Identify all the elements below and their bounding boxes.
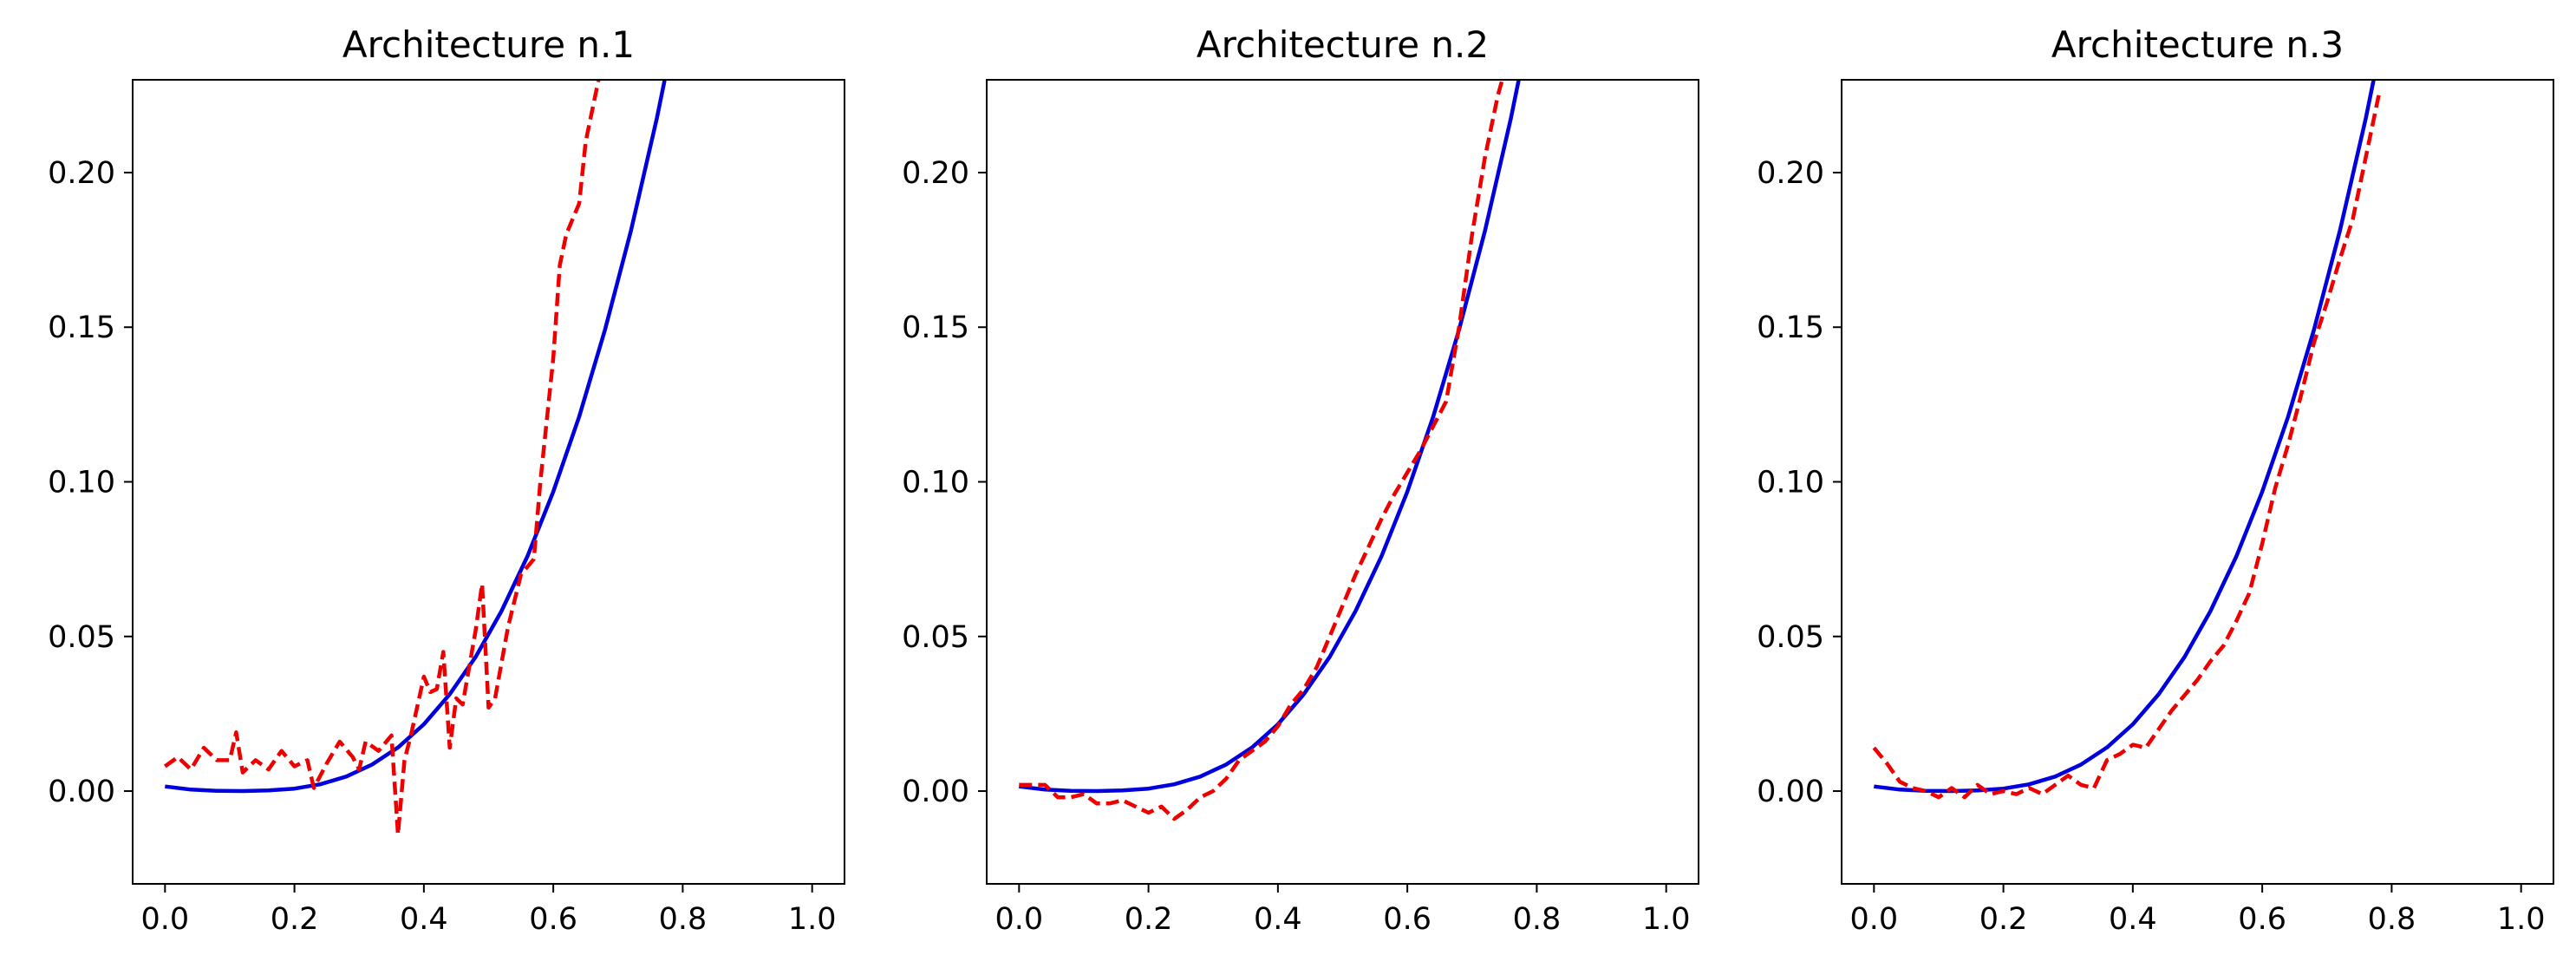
y-tick-label: 0.10 [902,466,969,500]
reference-solid-line [165,80,667,794]
y-tick-label: 0.15 [1757,311,1824,345]
x-tick-label: 0.8 [2368,902,2416,937]
series-group [163,80,667,837]
x-tick-label: 0.6 [1383,902,1431,937]
y-tick-label: 0.20 [48,156,115,191]
x-tick-label: 0.0 [995,902,1043,937]
prediction-dashed-line [1019,80,1504,821]
y-tick-label: 0.05 [48,620,115,655]
x-tick-label: 1.0 [2497,902,2546,937]
y-tick-label: 0.15 [48,311,115,345]
x-tick-label: 0.0 [1849,902,1898,937]
x-tick-label: 0.6 [2238,902,2286,937]
x-tick-label: 0.8 [1513,902,1562,937]
x-tick-label: 1.0 [1642,902,1691,937]
y-tick-label: 0.10 [48,466,115,500]
chart-title: Architecture n.2 [1197,23,1489,66]
x-tick-label: 0.6 [529,902,577,937]
axes-frame [1841,79,2554,885]
x-tick-label: 0.2 [1979,902,2028,937]
x-tick-label: 0.4 [400,902,448,937]
y-tick-label: 0.05 [1757,620,1824,655]
x-tick-label: 0.8 [659,902,708,937]
y-tick-label: 0.20 [1757,156,1824,191]
reference-solid-line [1019,80,1521,794]
prediction-dashed-line [1872,95,2381,800]
series-group [1019,80,1521,821]
x-tick-label: 0.2 [271,902,319,937]
prediction-dashed-line [163,80,601,837]
x-tick-label: 0.4 [2109,902,2157,937]
y-tick-label: 0.00 [1757,775,1824,809]
chart-panel-3: Architecture n.3 0.0 0.2 0.4 0.6 0.8 1.0 0.00 0.… [1757,23,2554,937]
x-tick-label: 0.2 [1125,902,1173,937]
reference-solid-line [1874,80,2376,794]
y-tick-label: 0.05 [902,620,969,655]
x-tick-label: 0.4 [1254,902,1302,937]
x-tick-label: 1.0 [788,902,837,937]
y-tick-label: 0.15 [902,311,969,345]
chart-title: Architecture n.3 [2051,23,2344,66]
chart-title: Architecture n.1 [342,23,635,66]
x-tick-label: 0.0 [140,902,189,937]
chart-panel-2: Architecture n.2 0.0 0.2 0.4 0.6 0.8 1.0 0.00 0.… [902,23,1699,937]
y-tick-label: 0.00 [902,775,969,809]
y-tick-label: 0.20 [902,156,969,191]
y-tick-label: 0.00 [48,775,115,809]
y-tick-label: 0.10 [1757,466,1824,500]
chart-panel-1: Architecture n.1 0.0 0.2 0.4 0.6 0.8 1.0 0.00 0.… [48,23,845,937]
axes-frame [986,79,1699,885]
axes-frame [132,79,845,885]
series-group [1872,80,2381,800]
